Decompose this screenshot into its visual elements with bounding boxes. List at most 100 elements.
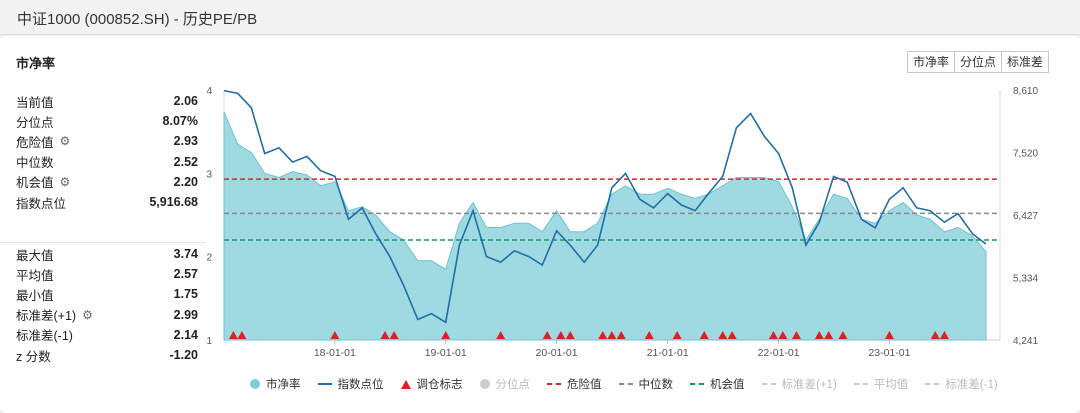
legend-item-rebalance[interactable]: 调仓标志 (400, 376, 463, 392)
rebalance-marker (814, 331, 824, 339)
legend-label: 机会值 (710, 379, 745, 391)
stat-value: 3.74 (173, 247, 198, 262)
legend-item-pb[interactable]: 市净率 (250, 376, 301, 392)
legend-item-percentile[interactable]: 分位点 (479, 376, 530, 392)
stat-label: 当前值 (16, 95, 54, 110)
stat-label: 危险值 (16, 135, 54, 150)
x-tick-label: 19-01-01 (425, 347, 467, 359)
rebalance-marker (389, 331, 399, 339)
stat-value: 2.20 (173, 174, 198, 189)
rebalance-marker (699, 331, 709, 339)
stat-stddev-minus: 标准差(-1) 2.14 (16, 325, 198, 345)
rebalance-marker (838, 331, 848, 339)
stat-opportunity: 机会值 ⚙ 2.20 (16, 172, 198, 192)
tab-percentile[interactable]: 分位点 (955, 51, 1003, 73)
legend-swatch (853, 383, 868, 385)
stat-label: 标准差(+1) (16, 309, 77, 324)
y-tick-label-right: 4,241 (1013, 336, 1038, 347)
stat-label: 标准差(-1) (16, 329, 73, 344)
stat-current-value: 当前值 2.06 (16, 91, 198, 111)
stat-label: 最大值 (16, 248, 54, 263)
stat-value: 2.93 (173, 134, 198, 149)
rebalance-marker (672, 331, 682, 339)
y-tick-label-left: 2 (206, 253, 212, 264)
rebalance-marker (718, 331, 728, 339)
gear-icon[interactable]: ⚙ (59, 134, 71, 149)
stat-label-wrap: 危险值 ⚙ (16, 132, 70, 151)
triangle-icon (400, 379, 411, 389)
legend-item-stddev-minus[interactable]: 标准差(-1) (925, 376, 998, 392)
stat-danger: 危险值 ⚙ 2.93 (16, 131, 198, 151)
title-bar: 中证1000 (000852.SH) - 历史PE/PB (0, 0, 1080, 35)
legend-item-danger[interactable]: 危险值 (547, 376, 602, 392)
rebalance-marker (598, 331, 608, 339)
tab-stddev[interactable]: 标准差 (1002, 51, 1050, 73)
rebalance-marker (228, 331, 238, 339)
rebalance-marker (939, 331, 949, 339)
legend-label: 危险值 (567, 379, 602, 391)
rebalance-marker (237, 331, 247, 339)
stat-median: 中位数 2.52 (16, 152, 198, 172)
stats-current: 当前值 2.06 分位点 8.07% 危险值 ⚙ 2.93 中位数 2.52 机会值 ⚙ 2.… (16, 91, 198, 212)
stat-label: 中位数 (16, 156, 54, 171)
stat-value: 8.07% (162, 114, 198, 129)
legend-item-opportunity[interactable]: 机会值 (690, 376, 745, 392)
index-line (223, 89, 987, 324)
legend-swatch (317, 383, 332, 385)
rebalance-marker (768, 331, 778, 339)
rebalance-marker (792, 331, 802, 339)
stat-value: 2.99 (173, 307, 198, 322)
rebalance-marker (884, 331, 894, 339)
rebalance-marker (644, 331, 654, 339)
stat-value: 1.75 (173, 287, 198, 302)
y-tick-label-right: 8,610 (1013, 86, 1038, 97)
legend-swatch (690, 383, 704, 385)
gear-icon[interactable]: ⚙ (82, 307, 93, 322)
legend-item-index[interactable]: 指数点位 (317, 376, 384, 392)
rebalance-marker (441, 331, 451, 339)
stat-max: 最大值 3.74 (16, 244, 198, 264)
x-tick-label: 21-01-01 (647, 347, 689, 359)
legend-item-median[interactable]: 中位数 (618, 376, 673, 392)
legend-swatch (618, 383, 633, 385)
x-tick-label: 18-01-01 (314, 347, 356, 359)
stat-label: 平均值 (16, 268, 54, 283)
legend-swatch (925, 383, 940, 385)
stat-label: 分位点 (16, 115, 54, 130)
stat-label: 最小值 (16, 288, 54, 303)
stat-min: 最小值 1.75 (16, 284, 198, 304)
stat-value: 5,916.68 (149, 195, 198, 210)
stat-label: 指数点位 (16, 196, 67, 211)
y-tick-label-left: 4 (206, 86, 212, 97)
legend-label: 调仓标志 (416, 379, 463, 391)
legend-swatch (761, 383, 776, 385)
rebalance-marker (380, 331, 390, 339)
stat-value: 2.57 (173, 267, 198, 282)
stat-value: 2.06 (173, 94, 198, 109)
y-tick-label-left: 1 (206, 336, 212, 347)
stat-percentile: 分位点 8.07% (16, 111, 198, 131)
legend-swatch (479, 379, 490, 389)
legend-swatch (250, 379, 260, 389)
x-tick-label: 20-01-01 (536, 347, 578, 359)
legend-item-mean[interactable]: 平均值 (853, 376, 909, 392)
legend-item-stddev-plus[interactable]: 标准差(+1) (761, 376, 837, 392)
stat-value: 2.14 (173, 327, 198, 342)
stat-index-level: 指数点位 5,916.68 (16, 192, 198, 212)
rebalance-marker (556, 331, 566, 339)
gear-icon[interactable]: ⚙ (59, 174, 71, 189)
stat-value: -1.20 (169, 348, 199, 363)
legend-label: 平均值 (873, 379, 909, 391)
panel-title: 市净率 (16, 56, 56, 71)
tab-pb[interactable]: 市净率 (907, 51, 956, 73)
stat-zscore: z 分数 -1.20 (16, 345, 198, 365)
legend-label: 标准差(+1) (781, 379, 837, 391)
stat-label: z 分数 (16, 349, 51, 364)
x-tick-label: 22-01-01 (758, 347, 800, 359)
rebalance-marker (607, 331, 617, 339)
pb-chart[interactable]: 1 2 3 4 4,241 5,334 6,427 7,520 8,610 18-01-01 19-… (0, 36, 1080, 376)
chart-legend: 市净率 指数点位 调仓标志 分位点 危险值 中位数 机会值 标准差(+1) 平均… (250, 376, 998, 392)
x-tick-label: 23-01-01 (868, 347, 910, 359)
rebalance-marker (727, 331, 737, 339)
legend-label: 指数点位 (337, 379, 384, 391)
